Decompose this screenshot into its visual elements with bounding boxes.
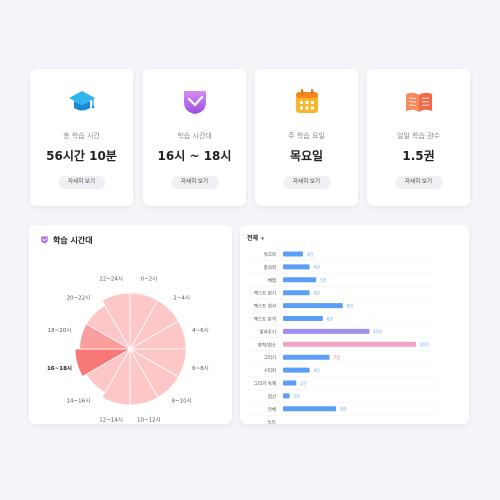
time-slot-pie-chart: 0~2시 2~4시 4~6시 6~8시 8~10시 10~12시 12~14시 14~16시 1… bbox=[47, 276, 209, 424]
bar-category-label: 텍스트 회사 bbox=[254, 303, 277, 310]
bar-value-label: 2건 bbox=[300, 380, 307, 386]
pie-label: 14~16시 bbox=[67, 399, 91, 405]
bar-value-label: 4건 bbox=[314, 367, 321, 373]
pie-label: 4~6시 bbox=[192, 328, 209, 334]
bar bbox=[283, 277, 317, 283]
pie-slice-11 bbox=[101, 292, 131, 351]
bar-category-label: 텍스트 읽기 bbox=[254, 290, 276, 297]
bar-value-label: 8건 bbox=[340, 406, 347, 412]
activity-bar-panel: 전체 ▼ 워크북 3건 창의력 4건 체험 5건 텍스트 읽기 4건 텍스트 회사 9건 텍스트 분석… bbox=[240, 225, 469, 424]
filter-value: 전체 bbox=[247, 235, 259, 242]
bar bbox=[283, 393, 290, 399]
bar bbox=[283, 406, 337, 412]
bar bbox=[283, 303, 343, 309]
bar-category-label: 텍스트 분석 bbox=[254, 316, 276, 323]
bar-category-label: 말하주기 bbox=[259, 328, 276, 335]
card-label: 일일 학습 권수 bbox=[396, 132, 441, 140]
bar-value-label: 3건 bbox=[307, 251, 314, 257]
bar bbox=[283, 328, 370, 334]
card-value: 16시 ~ 18시 bbox=[157, 149, 232, 163]
stat-card-total-time: 총 학습 시간 56시간 10분 자세히 보기 bbox=[30, 69, 133, 206]
bar-value-label: 1건 bbox=[294, 393, 301, 399]
pie-label: 20~22시 bbox=[67, 295, 91, 301]
study-time-slot-panel: 학습 시간대 0~2시 2~4시 4~6시 6~8시 8~10시 10~12시 12~14시… bbox=[29, 225, 232, 424]
pie-slice-8 bbox=[74, 348, 132, 377]
bar bbox=[283, 341, 416, 347]
clock-shield-icon bbox=[183, 91, 206, 114]
details-button[interactable]: 자세히 보기 bbox=[395, 176, 442, 189]
card-value: 목요일 bbox=[289, 149, 324, 163]
card-value: 1.5권 bbox=[402, 149, 435, 163]
pie-label: 22~24시 bbox=[99, 276, 123, 282]
open-book-icon bbox=[405, 92, 432, 112]
bar bbox=[283, 251, 303, 257]
chevron-down-icon: ▼ bbox=[261, 236, 265, 241]
bar bbox=[283, 380, 297, 386]
bar-category-label: 점선 bbox=[268, 393, 276, 400]
filter-dropdown[interactable]: 전체 ▼ bbox=[247, 233, 264, 242]
bar bbox=[283, 316, 323, 321]
card-label: 주 학습 요일 bbox=[288, 132, 325, 140]
card-label: 총 학습 시간 bbox=[63, 132, 100, 140]
stat-card-daily-books: 일일 학습 권수 1.5권 자세히 보기 bbox=[367, 69, 470, 206]
bar-value-label: 13건 bbox=[373, 328, 382, 334]
pie-label: 18~20시 bbox=[48, 328, 72, 334]
bar-value-label: 9건 bbox=[347, 302, 354, 308]
details-button[interactable]: 자세히 보기 bbox=[58, 176, 105, 189]
graduation-cap-icon bbox=[68, 91, 95, 111]
bar-category-label: 그리기 숙제 bbox=[254, 380, 276, 387]
bar-category-label: 체험 bbox=[268, 277, 276, 284]
bar-value-label: 20건 bbox=[420, 341, 429, 347]
bar-category-label: 워크북 bbox=[264, 251, 276, 258]
pie-label: 10~12시 bbox=[137, 418, 161, 424]
calendar-icon bbox=[295, 89, 318, 113]
bar bbox=[283, 264, 310, 270]
bar-value-label: 7건 bbox=[334, 354, 341, 360]
pie-label: 6~8시 bbox=[192, 366, 209, 372]
pie-label: 16~18시 bbox=[47, 365, 72, 372]
bar-category-label: 창의력 bbox=[264, 264, 276, 271]
bar-category-label: 노트 bbox=[268, 420, 276, 424]
bar-value-label: 5건 bbox=[320, 277, 327, 283]
pie-slice-6 bbox=[101, 347, 131, 406]
bar-category-label: 스티커 bbox=[264, 367, 276, 374]
details-button[interactable]: 자세히 보기 bbox=[171, 176, 218, 189]
pie-label: 8~10시 bbox=[172, 399, 192, 405]
pie-label: 2~4시 bbox=[173, 295, 190, 301]
panel-title: 학습 시간대 bbox=[53, 236, 93, 245]
card-value: 56시간 10분 bbox=[46, 149, 117, 163]
stat-card-study-weekday: 주 학습 요일 목요일 자세히 보기 bbox=[255, 69, 358, 206]
bar-value-label: 4건 bbox=[314, 264, 321, 270]
pie-label: 0~2시 bbox=[141, 276, 158, 282]
clock-shield-icon bbox=[41, 236, 48, 244]
stat-card-study-time-slot: 학습 시간대 16시 ~ 18시 자세히 보기 bbox=[143, 69, 246, 206]
bar-value-label: 4건 bbox=[314, 290, 321, 296]
bar-value-label: 6건 bbox=[327, 315, 334, 321]
bar bbox=[283, 290, 310, 296]
bar-category-label: 창작/회소 bbox=[258, 341, 276, 348]
card-label: 학습 시간대 bbox=[177, 132, 212, 140]
pie-label: 12~14시 bbox=[99, 418, 123, 424]
bar bbox=[283, 367, 310, 373]
details-button[interactable]: 자세히 보기 bbox=[283, 176, 330, 189]
bar bbox=[283, 354, 330, 360]
bar-category-label: 전체 bbox=[268, 406, 276, 413]
bar-category-label: 그리기 bbox=[264, 354, 276, 361]
